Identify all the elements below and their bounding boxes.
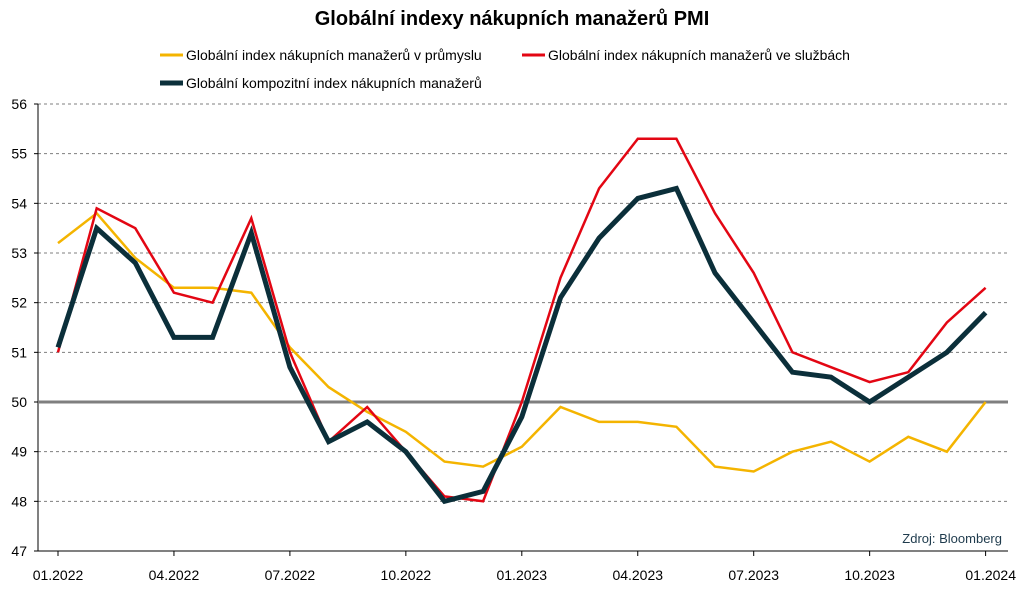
y-axis-ticks: 47 48 49 50 51 52 53 54 55 56 bbox=[11, 96, 38, 559]
legend-label-composite: Globální kompozitní index nákupních mana… bbox=[186, 75, 482, 91]
y-tick-label: 48 bbox=[11, 493, 27, 509]
series-line-0 bbox=[57, 211, 987, 473]
x-tick-label: 10.2022 bbox=[381, 567, 432, 583]
gridlines bbox=[38, 103, 1008, 502]
y-tick-label: 54 bbox=[11, 195, 27, 211]
chart-title: Globální indexy nákupních manažerů PMI bbox=[315, 8, 710, 30]
x-tick-label: 04.2023 bbox=[612, 567, 663, 583]
x-tick-label: 04.2022 bbox=[149, 567, 200, 583]
y-tick-label: 53 bbox=[11, 245, 27, 261]
series-lines bbox=[55, 137, 988, 505]
y-tick-label: 50 bbox=[11, 394, 27, 410]
x-tick-label: 01.2023 bbox=[496, 567, 547, 583]
series-line-1 bbox=[56, 137, 987, 503]
y-tick-label: 52 bbox=[11, 295, 27, 311]
legend: Globální index nákupních manažerů v prům… bbox=[160, 47, 850, 91]
series-line-2 bbox=[55, 185, 988, 505]
source-note: Zdroj: Bloomberg bbox=[902, 531, 1002, 546]
y-tick-label: 47 bbox=[11, 543, 27, 559]
x-axis-ticks: 01.2022 04.2022 07.2022 10.2022 01.2023 04.20… bbox=[33, 551, 1016, 583]
y-tick-label: 51 bbox=[11, 344, 27, 360]
x-tick-label: 07.2022 bbox=[265, 567, 316, 583]
y-tick-label: 49 bbox=[11, 444, 27, 460]
y-tick-label: 55 bbox=[11, 146, 27, 162]
legend-label-manufacturing: Globální index nákupních manažerů v prům… bbox=[186, 47, 482, 63]
x-tick-label: 10.2023 bbox=[844, 567, 895, 583]
legend-label-services: Globální index nákupních manažerů ve slu… bbox=[548, 47, 850, 63]
x-tick-label: 01.2022 bbox=[33, 567, 84, 583]
x-tick-label: 07.2023 bbox=[728, 567, 779, 583]
x-tick-label: 01.2024 bbox=[965, 567, 1016, 583]
y-tick-label: 56 bbox=[11, 96, 27, 112]
